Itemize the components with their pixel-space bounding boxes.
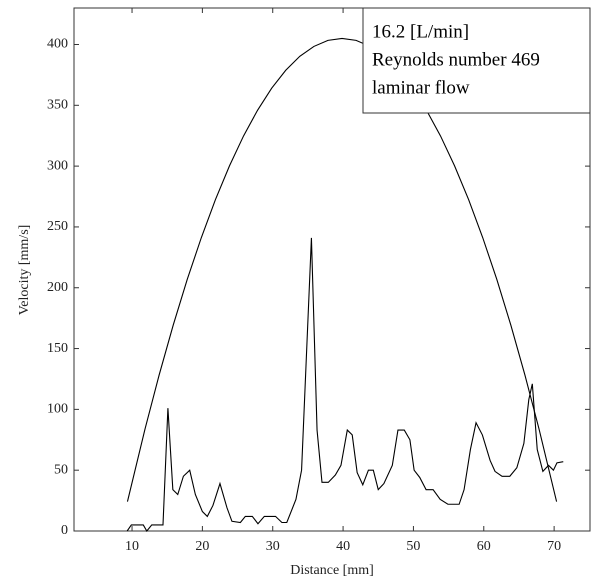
annotation-box bbox=[362, 7, 591, 114]
x-tick-label: 40 bbox=[336, 539, 350, 554]
y-tick-label: 150 bbox=[47, 341, 68, 356]
x-axis-label: Distance [mm] bbox=[290, 563, 374, 578]
x-tick-label: 50 bbox=[406, 539, 420, 554]
y-tick-label: 400 bbox=[47, 37, 68, 52]
annotation: Reynolds number 469 bbox=[372, 49, 540, 70]
y-tick-label: 0 bbox=[61, 523, 68, 538]
y-tick-label: 50 bbox=[54, 462, 68, 477]
data-line bbox=[126, 237, 564, 532]
y-tick-label: 300 bbox=[47, 158, 68, 173]
y-tick-label: 350 bbox=[47, 98, 68, 113]
annotation: laminar flow bbox=[372, 77, 470, 98]
y-axis-label: Velocity [mm/s] bbox=[17, 225, 32, 316]
plot-frame bbox=[73, 7, 591, 532]
y-tick-label: 200 bbox=[47, 280, 68, 295]
annotation: 16.2 [L/min] bbox=[372, 21, 469, 42]
data-line bbox=[126, 37, 558, 502]
x-tick-label: 60 bbox=[477, 539, 491, 554]
x-tick-label: 20 bbox=[195, 539, 209, 554]
x-tick-label: 10 bbox=[125, 539, 139, 554]
x-tick-label: 30 bbox=[266, 539, 280, 554]
y-tick-label: 250 bbox=[47, 219, 68, 234]
x-tick-label: 70 bbox=[547, 539, 561, 554]
y-tick-label: 100 bbox=[47, 402, 68, 417]
